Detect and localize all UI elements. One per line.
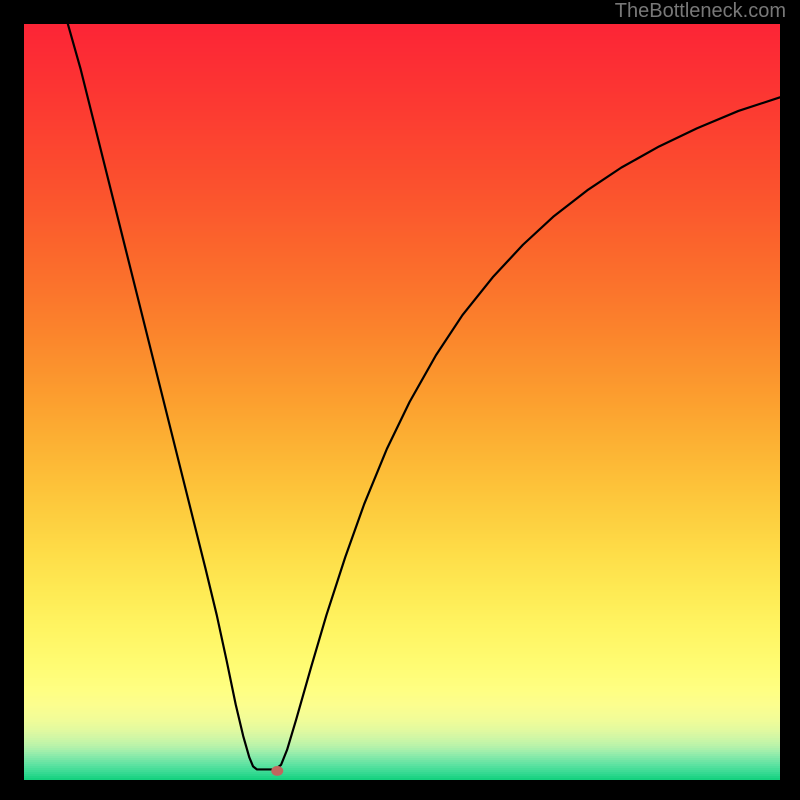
chart-plot-area bbox=[24, 24, 780, 780]
performance-curve bbox=[68, 24, 780, 769]
optimal-point-marker bbox=[271, 766, 283, 776]
chart-frame-bottom bbox=[0, 780, 800, 800]
watermark-text: TheBottleneck.com bbox=[615, 0, 786, 23]
chart-frame-right bbox=[780, 0, 800, 800]
chart-frame-left bbox=[0, 0, 24, 800]
chart-svg-layer bbox=[24, 24, 780, 780]
